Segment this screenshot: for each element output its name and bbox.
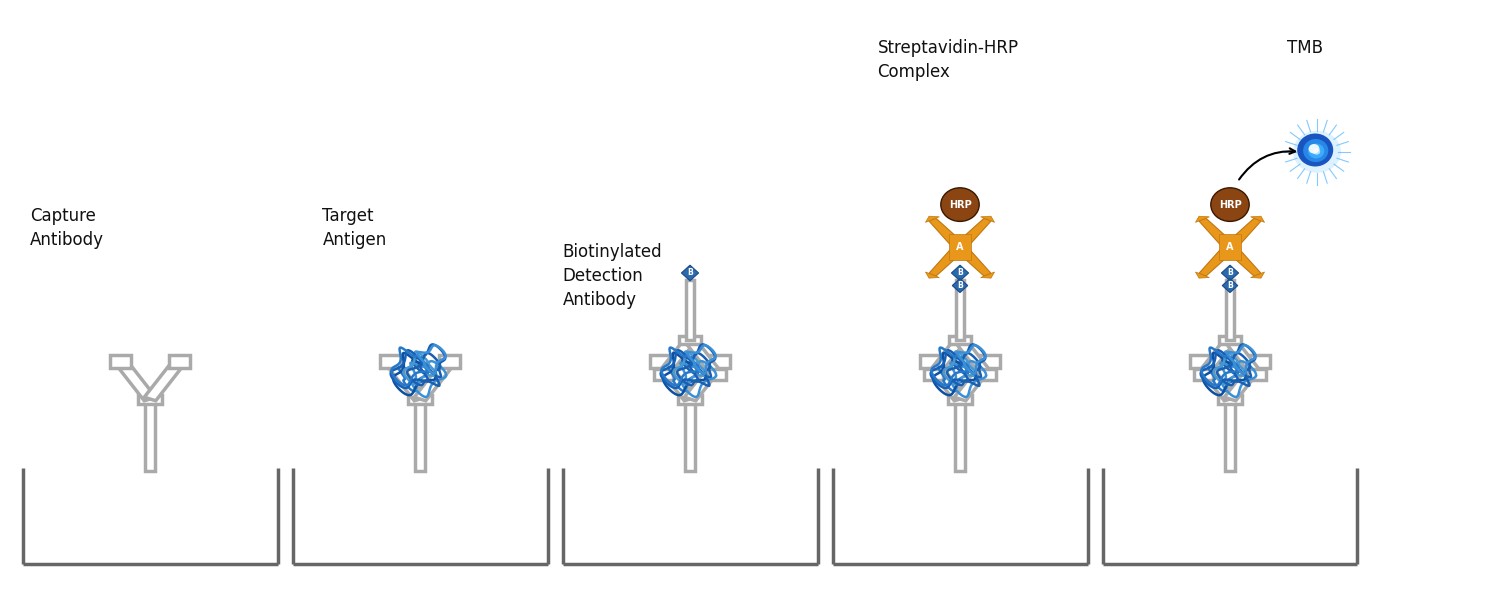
Polygon shape	[924, 369, 944, 380]
Polygon shape	[1220, 336, 1240, 344]
Text: Target
Antigen: Target Antigen	[322, 207, 387, 249]
Polygon shape	[954, 359, 996, 401]
Polygon shape	[1196, 216, 1209, 223]
Polygon shape	[650, 355, 670, 368]
Polygon shape	[1246, 369, 1266, 380]
Polygon shape	[706, 369, 726, 380]
Polygon shape	[1194, 369, 1214, 380]
Polygon shape	[928, 245, 966, 276]
Polygon shape	[920, 355, 940, 368]
Text: B: B	[1227, 281, 1233, 290]
Polygon shape	[1196, 272, 1209, 278]
Polygon shape	[1198, 245, 1236, 276]
Text: A: A	[957, 242, 963, 252]
Ellipse shape	[1298, 133, 1334, 166]
Polygon shape	[926, 216, 939, 223]
Polygon shape	[146, 399, 154, 471]
Polygon shape	[951, 265, 969, 281]
Polygon shape	[1220, 234, 1240, 260]
Polygon shape	[1221, 265, 1239, 281]
Text: HRP: HRP	[1218, 200, 1242, 209]
Polygon shape	[1222, 278, 1238, 293]
Polygon shape	[956, 338, 992, 376]
Text: B: B	[687, 268, 693, 277]
Text: B: B	[957, 281, 963, 290]
Polygon shape	[1190, 355, 1210, 368]
Polygon shape	[1224, 359, 1266, 401]
Polygon shape	[114, 359, 156, 401]
Polygon shape	[956, 280, 964, 340]
Ellipse shape	[1210, 188, 1249, 221]
Ellipse shape	[1308, 143, 1324, 158]
Polygon shape	[928, 338, 964, 376]
Polygon shape	[144, 359, 186, 401]
Polygon shape	[681, 265, 699, 281]
Polygon shape	[654, 359, 696, 401]
Polygon shape	[1224, 245, 1262, 276]
Polygon shape	[980, 355, 1000, 368]
Polygon shape	[924, 359, 966, 401]
Polygon shape	[1198, 338, 1234, 376]
Polygon shape	[981, 272, 994, 278]
Text: B: B	[957, 268, 963, 277]
Polygon shape	[1251, 216, 1264, 223]
Polygon shape	[954, 245, 992, 276]
Polygon shape	[138, 395, 162, 404]
Polygon shape	[110, 355, 130, 368]
Polygon shape	[950, 336, 970, 344]
Polygon shape	[956, 399, 964, 471]
Polygon shape	[1224, 218, 1262, 250]
Polygon shape	[1251, 272, 1264, 278]
Polygon shape	[954, 218, 992, 250]
Polygon shape	[680, 336, 700, 344]
Polygon shape	[926, 272, 939, 278]
Polygon shape	[686, 338, 722, 376]
Polygon shape	[1218, 395, 1242, 404]
Ellipse shape	[1304, 139, 1329, 162]
Text: Capture
Antibody: Capture Antibody	[30, 207, 104, 249]
Polygon shape	[1226, 280, 1234, 340]
Ellipse shape	[1293, 131, 1341, 173]
Polygon shape	[170, 355, 190, 368]
Polygon shape	[678, 395, 702, 404]
Polygon shape	[1198, 218, 1236, 250]
Ellipse shape	[940, 188, 980, 221]
Polygon shape	[1194, 359, 1236, 401]
Polygon shape	[414, 359, 456, 401]
Polygon shape	[416, 399, 424, 471]
Polygon shape	[981, 216, 994, 223]
Polygon shape	[710, 355, 730, 368]
Polygon shape	[952, 278, 968, 293]
Polygon shape	[928, 218, 966, 250]
Text: B: B	[1227, 268, 1233, 277]
Polygon shape	[408, 395, 432, 404]
Text: A: A	[1227, 242, 1233, 252]
Text: TMB: TMB	[1287, 39, 1323, 57]
Polygon shape	[654, 369, 674, 380]
Text: Biotinylated
Detection
Antibody: Biotinylated Detection Antibody	[562, 244, 662, 308]
Polygon shape	[658, 338, 694, 376]
Text: Streptavidin-HRP
Complex: Streptavidin-HRP Complex	[878, 39, 1019, 81]
Ellipse shape	[1312, 148, 1320, 155]
Polygon shape	[1226, 338, 1262, 376]
Polygon shape	[950, 234, 970, 260]
Polygon shape	[1226, 399, 1234, 471]
Polygon shape	[384, 359, 426, 401]
Polygon shape	[440, 355, 460, 368]
Ellipse shape	[1308, 144, 1320, 154]
Polygon shape	[686, 399, 694, 471]
Polygon shape	[948, 395, 972, 404]
Polygon shape	[1250, 355, 1270, 368]
Polygon shape	[684, 359, 726, 401]
Polygon shape	[976, 369, 996, 380]
Polygon shape	[380, 355, 400, 368]
Text: HRP: HRP	[948, 200, 972, 209]
Polygon shape	[686, 280, 694, 340]
